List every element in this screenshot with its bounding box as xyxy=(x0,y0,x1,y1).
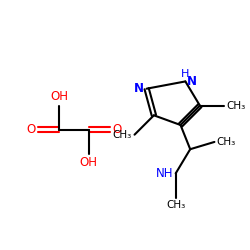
Text: OH: OH xyxy=(50,90,68,103)
Text: CH₃: CH₃ xyxy=(166,200,185,210)
Text: CH₃: CH₃ xyxy=(226,101,246,111)
Text: OH: OH xyxy=(80,156,98,170)
Text: CH₃: CH₃ xyxy=(217,137,236,147)
Text: H: H xyxy=(181,69,190,79)
Text: N: N xyxy=(186,75,196,88)
Text: NH: NH xyxy=(156,167,173,180)
Text: CH₃: CH₃ xyxy=(113,130,132,140)
Text: N: N xyxy=(134,82,144,95)
Text: O: O xyxy=(113,123,122,136)
Text: O: O xyxy=(26,123,35,136)
